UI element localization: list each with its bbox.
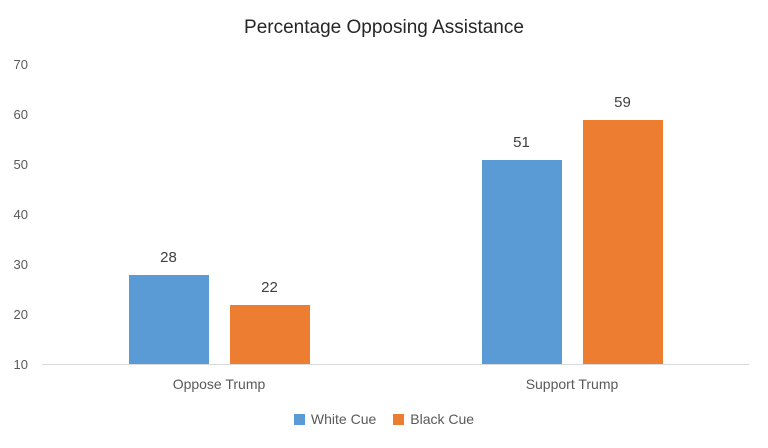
y-tick-label: 60 [13, 107, 28, 122]
data-label-black-cue-support-trump: 59 [614, 94, 631, 111]
legend-swatch-icon [293, 413, 305, 425]
bar-white-cue-support-trump [481, 160, 562, 364]
bar-white-cue-oppose-trump [128, 275, 209, 364]
y-tick-label: 10 [13, 357, 28, 372]
y-tick-label: 50 [13, 157, 28, 172]
category-label-support-trump: Support Trump [525, 376, 619, 392]
y-tick-label: 30 [13, 257, 28, 272]
y-tick-label: 70 [13, 57, 28, 72]
legend-label: Black Cue [410, 411, 475, 427]
legend-swatch-icon [393, 413, 405, 425]
category-label-oppose-trump: Oppose Trump [172, 376, 266, 392]
data-label-white-cue-support-trump: 51 [513, 134, 530, 151]
data-label-white-cue-oppose-trump: 28 [160, 249, 177, 266]
y-tick-label: 40 [13, 207, 28, 222]
legend: White Cue Black Cue [0, 411, 768, 427]
legend-item-black-cue: Black Cue [393, 411, 474, 427]
legend-label: White Cue [310, 411, 377, 427]
x-axis-line [42, 364, 749, 365]
bar-black-cue-oppose-trump [229, 305, 310, 364]
bar-black-cue-support-trump [582, 120, 663, 364]
chart-title: Percentage Opposing Assistance [244, 17, 524, 38]
data-label-black-cue-oppose-trump: 22 [261, 279, 278, 296]
y-tick-label: 20 [13, 307, 28, 322]
legend-item-white-cue: White Cue [293, 411, 377, 427]
